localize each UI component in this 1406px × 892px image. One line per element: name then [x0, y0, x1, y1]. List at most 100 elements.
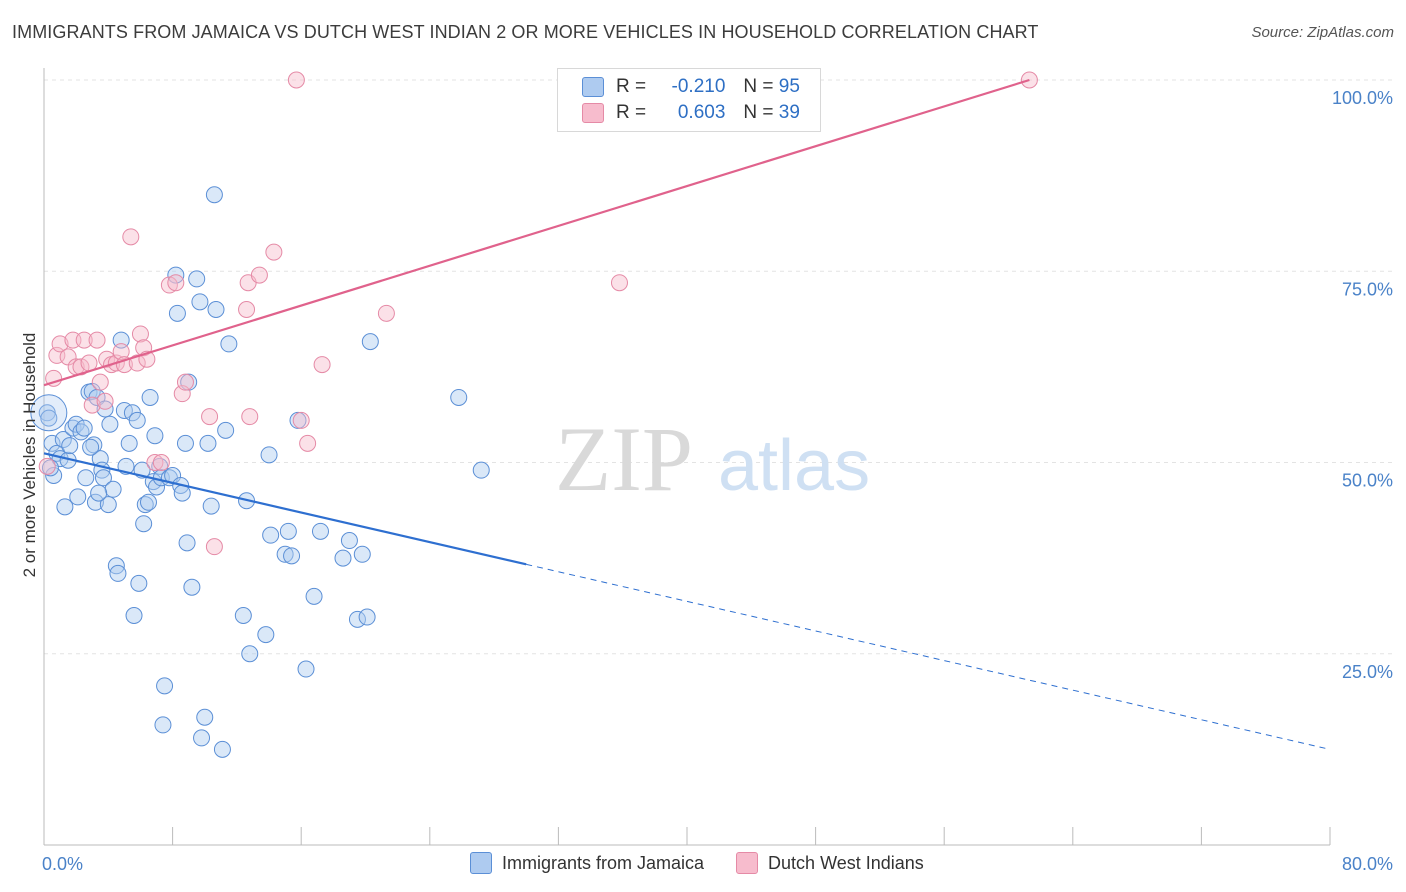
data-point	[241, 645, 259, 663]
data-point	[238, 301, 256, 318]
x-tick-label: 80.0%	[1342, 854, 1393, 874]
data-point	[234, 607, 252, 624]
data-point	[178, 534, 196, 552]
data-point	[75, 419, 93, 437]
data-point	[101, 415, 119, 433]
data-point	[122, 228, 140, 246]
data-point	[250, 266, 268, 284]
data-point	[183, 578, 201, 596]
data-point	[334, 549, 352, 567]
data-point	[160, 276, 178, 294]
legend-swatch-blue	[582, 77, 604, 97]
legend-row-jamaica: R = -0.210 N = 95	[582, 75, 800, 99]
x-tick-label: 0.0%	[42, 854, 83, 874]
data-point	[120, 434, 138, 452]
trend-line-jamaica-extension	[526, 563, 1331, 750]
data-point	[168, 304, 186, 322]
data-point	[91, 373, 109, 391]
chart-title: IMMIGRANTS FROM JAMAICA VS DUTCH WEST IN…	[12, 22, 1039, 42]
data-point	[125, 607, 143, 624]
data-point	[610, 274, 628, 292]
series-jamaica-points	[30, 186, 490, 758]
legend-r-label: R =	[616, 102, 647, 123]
data-point	[472, 461, 490, 479]
data-point	[292, 411, 310, 429]
y-tick-label: 25.0%	[1342, 662, 1393, 682]
data-point	[90, 484, 108, 502]
y-tick-label: 75.0%	[1342, 279, 1393, 299]
legend-row-dutch-west-indians: R = 0.603 N = 39	[582, 101, 800, 125]
data-point	[262, 526, 280, 544]
legend-r-value: 0.603	[677, 102, 726, 123]
data-point	[135, 515, 153, 533]
data-point	[54, 431, 72, 449]
data-point	[61, 437, 79, 455]
data-point	[188, 270, 206, 288]
data-point	[176, 373, 194, 391]
data-point	[287, 71, 305, 89]
data-point	[82, 438, 100, 456]
y-axis-title: 2 or more Vehicles in Household	[20, 333, 39, 578]
data-point	[85, 436, 103, 454]
data-point	[128, 411, 146, 429]
data-point	[136, 496, 154, 514]
data-point	[313, 356, 331, 374]
watermark-zip: ZIP	[555, 408, 693, 510]
data-point	[152, 454, 170, 471]
data-point	[99, 496, 117, 514]
data-point	[86, 493, 104, 511]
data-point	[88, 331, 106, 349]
series-dutch-west-indians-points	[38, 71, 1038, 556]
watermark-atlas: atlas	[718, 426, 870, 506]
data-point	[128, 354, 146, 372]
data-point	[112, 343, 130, 361]
watermark: ZIP atlas	[555, 408, 870, 510]
series-swatch-pink	[736, 852, 759, 874]
data-point	[202, 497, 220, 515]
data-point	[358, 608, 376, 626]
data-point	[207, 301, 225, 318]
data-point	[83, 396, 101, 414]
data-point	[40, 409, 58, 427]
series-label-dutch-west-indians: Dutch West Indians	[768, 852, 924, 873]
legend-r-label: R =	[616, 76, 647, 97]
data-point	[56, 498, 74, 516]
data-point	[276, 545, 294, 563]
data-point	[201, 408, 219, 426]
data-point	[297, 660, 315, 678]
data-point	[176, 434, 194, 452]
data-point	[257, 626, 275, 644]
data-point	[75, 331, 93, 349]
data-point	[191, 293, 209, 311]
data-point	[146, 454, 164, 471]
data-point	[213, 740, 231, 758]
data-point	[279, 522, 297, 540]
data-point	[104, 480, 122, 498]
series-legend-jamaica: Immigrants from Jamaica	[470, 852, 704, 874]
axes	[43, 68, 1331, 846]
data-point	[205, 186, 223, 204]
data-point	[43, 434, 61, 452]
series-legend: Immigrants from Jamaica Dutch West India…	[470, 852, 956, 874]
data-point	[141, 388, 159, 406]
y-tick-label: 100.0%	[1332, 88, 1393, 108]
series-swatch-blue	[470, 852, 492, 874]
data-point	[94, 469, 112, 487]
data-point	[311, 522, 329, 540]
data-point	[130, 574, 148, 592]
data-point	[167, 274, 185, 292]
legend-n-value: 95	[778, 76, 800, 97]
legend-n-value: 39	[778, 102, 800, 123]
data-point	[96, 392, 114, 410]
legend-r-value: -0.210	[671, 76, 726, 97]
legend-n-label: N =	[743, 102, 774, 123]
data-point	[193, 729, 211, 747]
data-point	[98, 350, 116, 368]
correlation-legend: R = -0.210 N = 95 R = 0.603 N = 39	[557, 68, 821, 132]
legend-n-label: N =	[743, 76, 774, 97]
data-point	[156, 677, 174, 695]
trend-line-jamaica	[43, 452, 527, 566]
data-point	[139, 493, 157, 511]
data-point	[38, 457, 56, 475]
data-point	[77, 469, 95, 487]
